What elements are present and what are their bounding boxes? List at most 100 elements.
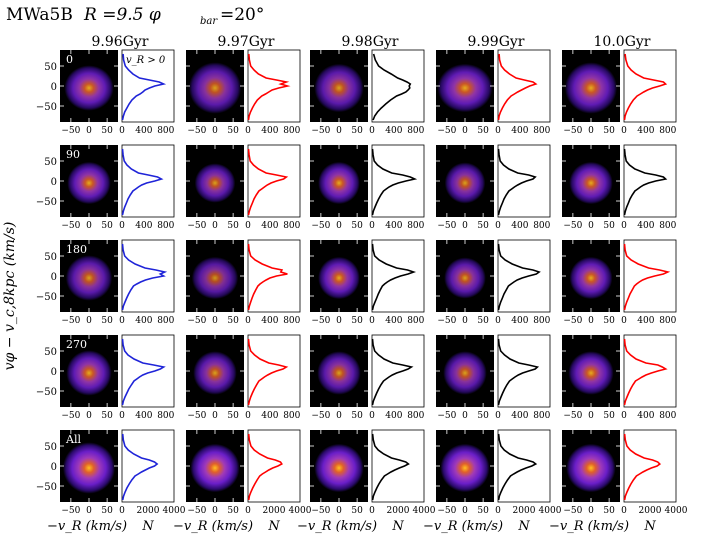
panel: −50 0 50 0 400 800 [310, 144, 425, 231]
histogram-line [247, 243, 288, 311]
map-xtick-label: −50 [563, 506, 582, 516]
hist-xtick-label: 800 [407, 221, 424, 231]
map-xtick-label: 0 [336, 221, 342, 231]
figure-title-name: MWa5B [6, 5, 73, 25]
map-xtick-label: 50 [101, 506, 113, 516]
map-xtick-label: 50 [227, 506, 239, 516]
histogram-frame [371, 429, 425, 503]
density-blob [444, 257, 486, 299]
panel: −50 0 50 0 2000 4000 [562, 429, 688, 516]
hist-xtick-label: 0 [495, 506, 501, 516]
histogram-frame [371, 239, 425, 313]
map-xtick-label: 0 [462, 126, 468, 136]
map-xtick-label: 0 [336, 316, 342, 326]
hist-xtick-label: 800 [533, 221, 550, 231]
hist-xtick-label: 4000 [539, 506, 562, 516]
hist-xtick-label: 800 [659, 411, 676, 421]
hist-xlabel: N [267, 519, 280, 534]
column-titles: 9.96Gyr 9.97Gyr 9.98Gyr 9.99Gyr 10.0Gyr [92, 34, 651, 50]
hist-xtick-label: 800 [283, 221, 300, 231]
panel: −50 0 50 0 400 800 [310, 334, 425, 421]
map-xtick-label: 50 [227, 316, 239, 326]
column-title: 10.0Gyr [594, 34, 651, 50]
density-blob [443, 351, 487, 395]
map-xtick-label: −50 [437, 506, 456, 516]
map-xtick-label: 0 [588, 316, 594, 326]
map-xtick-label: 50 [101, 316, 113, 326]
map-xtick-label: 50 [351, 126, 363, 136]
map-xtick-label: 50 [101, 411, 113, 421]
hist-xtick-label: 0 [369, 316, 375, 326]
map-xtick-label: 0 [212, 506, 218, 516]
map-ytick-label: −50 [36, 387, 57, 398]
hist-xlabel: N [141, 519, 154, 534]
hist-xtick-label: 4000 [413, 506, 436, 516]
figure-title-angle: =20° [220, 5, 264, 25]
histogram-frame [497, 334, 551, 408]
hist-xtick-label: 400 [385, 411, 402, 421]
map-xtick-label: 0 [212, 126, 218, 136]
hist-xtick-label: 400 [637, 221, 654, 231]
hist-xtick-label: 0 [495, 411, 501, 421]
hist-xtick-label: 0 [119, 221, 125, 231]
histogram-frame [371, 334, 425, 408]
histogram-line [497, 338, 540, 406]
histogram-frame [497, 49, 551, 123]
panel: 50 0 −50 270 −50 0 50 0 400 800 [36, 334, 175, 421]
histogram-line [247, 148, 289, 216]
column-title: 9.98Gyr [342, 34, 399, 50]
hist-xtick-label: 800 [283, 316, 300, 326]
hist-xtick-label: 2000 [639, 506, 662, 516]
hist-xtick-label: 800 [157, 126, 174, 136]
map-xtick-label: 50 [351, 506, 363, 516]
histogram-line [623, 243, 671, 311]
hist-xtick-label: 400 [385, 316, 402, 326]
row-label: 180 [66, 243, 87, 256]
figure-title-subscript: bar [200, 16, 218, 27]
row-label: 270 [66, 338, 87, 351]
histogram-line [497, 243, 541, 311]
hist-xtick-label: 400 [637, 411, 654, 421]
hist-xtick-label: 400 [261, 221, 278, 231]
map-ytick-label: 50 [44, 347, 57, 358]
hist-xtick-label: 400 [511, 411, 528, 421]
map-xtick-label: −50 [61, 506, 80, 516]
map-xtick-label: −50 [437, 411, 456, 421]
histogram-line [121, 433, 159, 501]
density-blob [318, 256, 360, 300]
map-xtick-label: −50 [563, 221, 582, 231]
map-ytick-label: −50 [36, 102, 57, 113]
map-xtick-label: 50 [351, 316, 363, 326]
map-ytick-label: 50 [44, 252, 57, 263]
map-xtick-label: 50 [603, 411, 615, 421]
hist-xtick-label: 400 [261, 126, 278, 136]
map-xtick-label: −50 [187, 506, 206, 516]
map-xtick-label: −50 [187, 316, 206, 326]
map-xtick-label: 0 [86, 316, 92, 326]
hist-xtick-label: 400 [511, 221, 528, 231]
histogram-frame [623, 239, 677, 313]
figure-title: MWa5B R =9.5 φ bar =20° [6, 5, 264, 27]
map-xtick-label: 50 [603, 506, 615, 516]
map-xtick-label: 0 [462, 411, 468, 421]
map-xtick-label: −50 [563, 411, 582, 421]
density-blob [318, 161, 360, 205]
density-blob [191, 256, 239, 300]
map-ytick-label: 0 [51, 367, 57, 378]
map-xtick-label: 0 [588, 506, 594, 516]
map-xlabel: −v_R (km/s) [297, 519, 377, 534]
row-label: 90 [66, 148, 80, 161]
density-blob [569, 161, 613, 205]
map-xtick-label: 50 [603, 126, 615, 136]
hist-xtick-label: 800 [659, 316, 676, 326]
map-xtick-label: −50 [437, 126, 456, 136]
density-blob [564, 62, 618, 114]
hist-xtick-label: 0 [621, 316, 627, 326]
map-ytick-label: −50 [36, 197, 57, 208]
histogram-frame [121, 239, 175, 313]
panel: −50 0 50 0 2000 4000 [186, 429, 312, 516]
map-ytick-label: 50 [44, 62, 57, 73]
hist-xtick-label: 800 [157, 411, 174, 421]
hist-xtick-label: 800 [283, 411, 300, 421]
